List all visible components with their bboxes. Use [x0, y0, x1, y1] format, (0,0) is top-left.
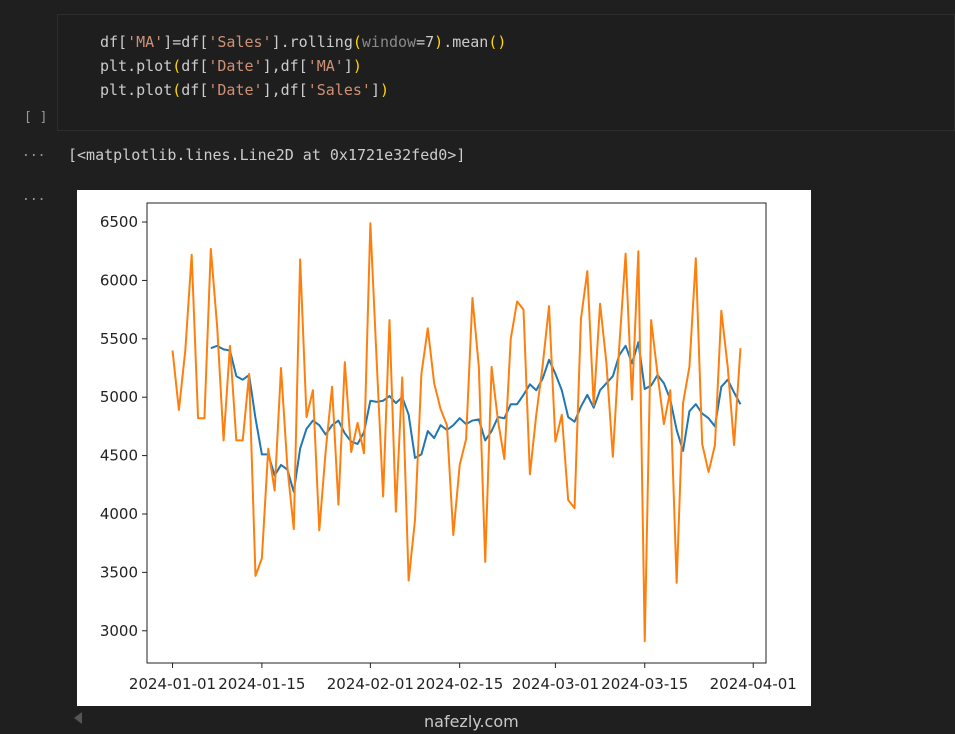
code-token: .mean: [443, 33, 489, 51]
code-token: 'Sales': [307, 81, 371, 99]
chart: 3000 3500 4000 4500 5000 5500 6000 6500 2024-01-…: [100, 202, 797, 693]
code-token: df[: [181, 81, 209, 99]
x-tick-label: 2024-02-01: [327, 675, 414, 693]
code-line: plt.plot(df['Date'],df['Sales']): [100, 78, 506, 102]
code-line: plt.plot(df['Date'],df['MA']): [100, 54, 506, 78]
code-token: df[: [181, 57, 209, 75]
x-tick-label: 2024-03-15: [601, 675, 688, 693]
chart-area: 3000 3500 4000 4500 5000 5500 6000 6500 2024-01-…: [77, 190, 811, 706]
x-tick-label: 2024-01-15: [218, 675, 305, 693]
code-token: ): [379, 81, 389, 99]
code-token: ): [434, 33, 444, 51]
code-token: (: [172, 81, 182, 99]
y-tick-label: 6000: [100, 271, 138, 289]
y-tick-label: 5000: [100, 388, 138, 406]
series-line: [171, 222, 742, 643]
x-tick-label: 2024-03-01: [512, 675, 599, 693]
code-token: plt.plot: [100, 57, 173, 75]
cell-prompt: [ ]: [24, 110, 48, 125]
code-token: ]: [370, 81, 380, 99]
code-token: 'Date': [208, 81, 263, 99]
y-tick-label: 3500: [100, 563, 138, 581]
x-tick-label: 2024-02-15: [416, 675, 503, 693]
code-line: df['MA']=df['Sales'].rolling(window=7).m…: [100, 30, 506, 54]
y-tick-label: 5500: [100, 330, 138, 348]
code-token: ],df[: [262, 81, 308, 99]
code-token: (: [172, 57, 182, 75]
output-marker[interactable]: ...: [22, 189, 46, 204]
y-tick-label: 4500: [100, 447, 138, 465]
y-tick-label: 6500: [100, 213, 138, 231]
code: df['MA']=df['Sales'].rolling(window=7).m…: [100, 30, 506, 102]
output-marker[interactable]: ...: [22, 145, 46, 160]
code-token: 'MA': [127, 33, 164, 51]
code-token: window: [361, 33, 417, 51]
series-line: [210, 341, 742, 493]
watermark: nafezly.com: [424, 712, 519, 731]
code-token: ]: [343, 57, 353, 75]
code-token: (: [352, 33, 362, 51]
code-token: plt.plot: [100, 81, 173, 99]
code-token: ],df[: [262, 57, 308, 75]
y-tick-label: 3000: [100, 622, 138, 640]
x-tick-label: 2024-01-01: [129, 675, 216, 693]
code-token: 'MA': [307, 57, 344, 75]
code-token: (): [488, 33, 507, 51]
scroll-arrow[interactable]: [74, 712, 82, 724]
code-token: 'Date': [208, 57, 263, 75]
axes-frame: [146, 202, 767, 664]
code-token: =7: [416, 33, 435, 51]
code-token: 'Sales': [208, 33, 272, 51]
code-cell[interactable]: [57, 14, 955, 131]
code-token: df[: [100, 33, 128, 51]
code-token: ]=df[: [163, 33, 209, 51]
code-token: ): [352, 57, 362, 75]
x-tick-label: 2024-04-01: [710, 675, 797, 693]
code-token: ].rolling: [271, 33, 353, 51]
output-text: [<matplotlib.lines.Line2D at 0x1721e32fe…: [68, 146, 466, 164]
y-tick-label: 4000: [100, 505, 138, 523]
